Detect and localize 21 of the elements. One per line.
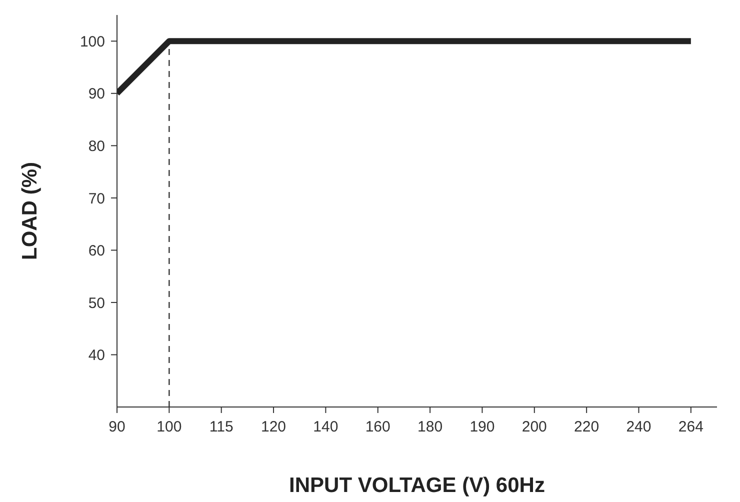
y-tick-label: 40 <box>88 347 105 364</box>
x-tick-label: 190 <box>470 418 495 436</box>
y-tick-label: 70 <box>88 190 105 208</box>
y-tick-label: 80 <box>88 138 105 155</box>
x-tick-label: 120 <box>261 418 286 436</box>
x-tick-label: 160 <box>365 418 390 436</box>
y-tick-label: 100 <box>80 33 105 50</box>
y-axis-title: LOAD (%) <box>18 162 42 260</box>
y-tick-label: 90 <box>88 86 105 103</box>
y-tick-label: 60 <box>88 242 105 260</box>
x-tick-label: 240 <box>626 418 652 436</box>
x-tick-label: 220 <box>574 418 600 436</box>
x-tick-label: 200 <box>522 418 547 436</box>
y-tick-label: 50 <box>88 294 105 312</box>
x-tick-label: 140 <box>313 418 338 436</box>
x-tick-label: 115 <box>209 418 234 436</box>
x-axis-title: INPUT VOLTAGE (V) 60Hz <box>289 474 545 497</box>
x-tick-label: 100 <box>156 418 182 436</box>
x-tick-label: 90 <box>108 418 126 436</box>
x-tick-label: 180 <box>418 418 443 436</box>
x-tick-label: 264 <box>678 418 704 436</box>
